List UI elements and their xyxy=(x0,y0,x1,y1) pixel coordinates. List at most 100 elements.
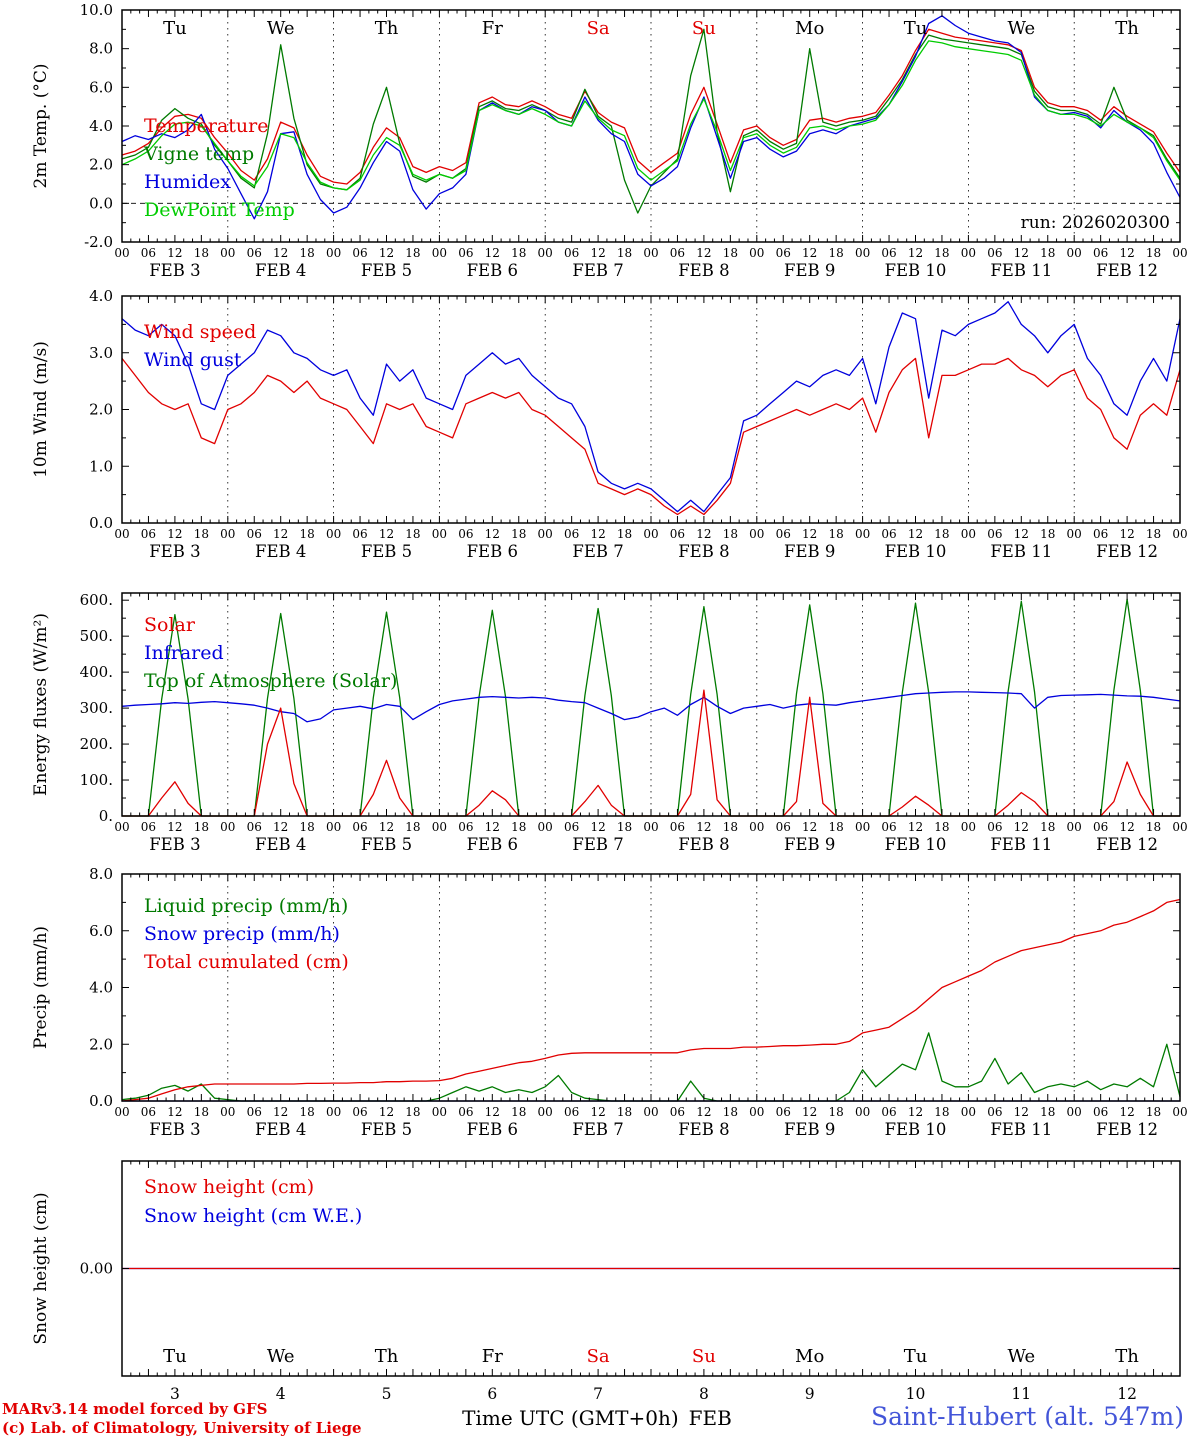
svg-text:12: 12 xyxy=(590,527,605,541)
svg-text:FEB 10: FEB 10 xyxy=(885,1120,947,1139)
x-axis-title: Time UTC (GMT+0h) FEB xyxy=(0,1406,1194,1430)
svg-text:12: 12 xyxy=(1014,527,1029,541)
svg-text:12: 12 xyxy=(273,527,288,541)
svg-text:FEB 9: FEB 9 xyxy=(784,835,835,854)
svg-text:00: 00 xyxy=(220,527,235,541)
svg-text:12: 12 xyxy=(485,246,500,260)
svg-text:18: 18 xyxy=(934,527,949,541)
svg-text:06: 06 xyxy=(1093,1105,1108,1119)
svg-text:06: 06 xyxy=(247,527,262,541)
svg-text:12: 12 xyxy=(1119,820,1134,834)
svg-text:Tu: Tu xyxy=(163,18,187,39)
svg-text:12: 12 xyxy=(167,246,182,260)
svg-text:06: 06 xyxy=(352,527,367,541)
svg-text:FEB 11: FEB 11 xyxy=(990,1120,1052,1139)
svg-text:12: 12 xyxy=(379,820,394,834)
svg-text:06: 06 xyxy=(670,246,685,260)
svg-text:2.0: 2.0 xyxy=(89,401,113,419)
svg-text:1.0: 1.0 xyxy=(89,457,113,475)
svg-text:FEB 8: FEB 8 xyxy=(678,542,729,561)
legend-dewpoint-temp: DewPoint Temp xyxy=(144,199,295,221)
y-axis-label: Energy fluxes (W/m²) xyxy=(31,613,51,796)
svg-text:18: 18 xyxy=(1146,820,1161,834)
svg-text:12: 12 xyxy=(167,820,182,834)
legend-humidex: Humidex xyxy=(144,171,231,193)
svg-text:FEB 11: FEB 11 xyxy=(990,542,1052,561)
svg-text:18: 18 xyxy=(934,1105,949,1119)
svg-text:FEB 6: FEB 6 xyxy=(467,261,518,280)
svg-text:12: 12 xyxy=(590,1105,605,1119)
svg-text:00: 00 xyxy=(1067,527,1082,541)
snow-panel: 3 4 5 6 7 8 9 10 11 12 Tu We Th Fr Sa Su Mo Tu We Th 0.00 Sno… xyxy=(31,1160,1181,1403)
run-label: run: 2026020300 xyxy=(1021,213,1170,233)
svg-text:12: 12 xyxy=(590,246,605,260)
svg-text:12: 12 xyxy=(379,1105,394,1119)
svg-text:12: 12 xyxy=(485,1105,500,1119)
svg-text:00: 00 xyxy=(1067,1105,1082,1119)
wind-gust-line xyxy=(121,301,1181,513)
svg-text:18: 18 xyxy=(934,246,949,260)
svg-text:00: 00 xyxy=(961,1105,976,1119)
y-axis-label: 10m Wind (m/s) xyxy=(31,341,51,478)
svg-text:7: 7 xyxy=(593,1385,603,1403)
svg-text:00: 00 xyxy=(643,527,658,541)
svg-text:06: 06 xyxy=(141,527,156,541)
svg-text:06: 06 xyxy=(987,527,1002,541)
y-axis-label: Precip (mm/h) xyxy=(31,926,51,1049)
svg-text:00: 00 xyxy=(432,527,447,541)
svg-text:Th: Th xyxy=(375,18,399,39)
svg-text:00: 00 xyxy=(961,527,976,541)
svg-text:18: 18 xyxy=(1040,1105,1055,1119)
svg-text:18: 18 xyxy=(1146,246,1161,260)
svg-text:12: 12 xyxy=(802,246,817,260)
svg-text:06: 06 xyxy=(458,527,473,541)
svg-text:0.: 0. xyxy=(99,807,113,825)
svg-text:06: 06 xyxy=(1093,527,1108,541)
svg-text:9: 9 xyxy=(805,1385,815,1403)
wind-speed-line xyxy=(121,357,1181,516)
svg-text:FEB 11: FEB 11 xyxy=(990,835,1052,854)
svg-text:00: 00 xyxy=(432,246,447,260)
svg-text:00: 00 xyxy=(855,246,870,260)
svg-text:Fr: Fr xyxy=(482,18,503,39)
svg-text:18: 18 xyxy=(829,820,844,834)
svg-text:12: 12 xyxy=(908,820,923,834)
svg-text:18: 18 xyxy=(829,246,844,260)
svg-text:18: 18 xyxy=(1146,527,1161,541)
svg-text:00: 00 xyxy=(220,1105,235,1119)
svg-text:4.0: 4.0 xyxy=(89,117,113,135)
svg-text:18: 18 xyxy=(1040,527,1055,541)
legend-wind-gust: Wind gust xyxy=(144,349,242,371)
svg-text:FEB 4: FEB 4 xyxy=(255,1120,306,1139)
svg-text:18: 18 xyxy=(300,246,315,260)
svg-text:12: 12 xyxy=(379,527,394,541)
svg-text:00: 00 xyxy=(220,820,235,834)
svg-text:00: 00 xyxy=(643,1105,658,1119)
svg-text:12: 12 xyxy=(1014,246,1029,260)
svg-text:06: 06 xyxy=(352,1105,367,1119)
legend-temperature: Temperature xyxy=(144,115,268,137)
svg-text:18: 18 xyxy=(829,527,844,541)
svg-text:400.: 400. xyxy=(80,663,113,681)
svg-text:06: 06 xyxy=(247,246,262,260)
svg-text:06: 06 xyxy=(881,1105,896,1119)
svg-text:FEB 8: FEB 8 xyxy=(678,1120,729,1139)
svg-text:FEB 10: FEB 10 xyxy=(885,542,947,561)
legend-wind-speed: Wind speed xyxy=(144,321,256,343)
svg-text:00: 00 xyxy=(1067,820,1082,834)
svg-text:00: 00 xyxy=(114,820,129,834)
legend-liquid-precip-mm-h-: Liquid precip (mm/h) xyxy=(144,895,348,917)
model-credit-line1: MARv3.14 model forced by GFS xyxy=(2,1400,268,1418)
svg-text:FEB 6: FEB 6 xyxy=(467,542,518,561)
svg-text:FEB 8: FEB 8 xyxy=(678,835,729,854)
svg-text:12: 12 xyxy=(908,246,923,260)
svg-text:06: 06 xyxy=(458,1105,473,1119)
svg-text:FEB 4: FEB 4 xyxy=(255,835,306,854)
svg-text:300.: 300. xyxy=(80,699,113,717)
model-credit: MARv3.14 model forced by GFS (c) Lab. of… xyxy=(2,1400,362,1438)
svg-text:18: 18 xyxy=(300,527,315,541)
svg-text:2.0: 2.0 xyxy=(89,156,113,174)
svg-text:06: 06 xyxy=(352,820,367,834)
